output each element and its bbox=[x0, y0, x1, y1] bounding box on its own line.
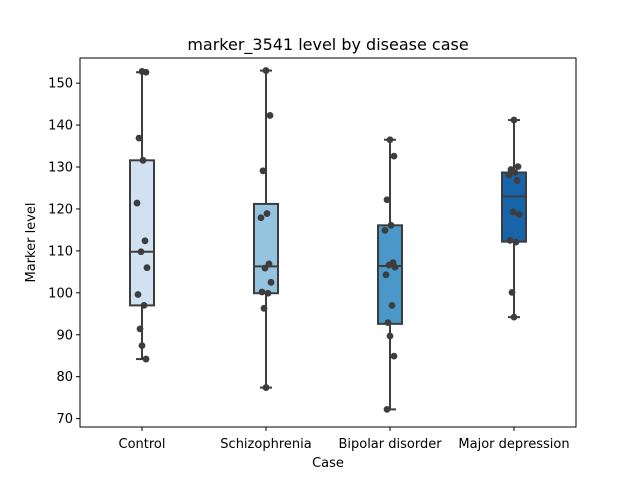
data-point bbox=[382, 271, 390, 279]
x-axis-label: Case bbox=[312, 456, 344, 471]
data-point bbox=[137, 248, 145, 256]
data-point bbox=[262, 384, 270, 391]
data-point bbox=[386, 136, 394, 144]
data-point bbox=[508, 288, 516, 296]
data-point bbox=[258, 288, 266, 296]
data-point bbox=[390, 352, 398, 360]
data-point bbox=[391, 263, 399, 271]
y-axis-label: Marker level bbox=[24, 203, 39, 283]
data-point bbox=[511, 169, 519, 176]
data-point bbox=[383, 196, 391, 204]
data-point bbox=[136, 325, 144, 333]
data-point bbox=[390, 152, 398, 160]
data-point bbox=[510, 313, 518, 321]
data-point bbox=[510, 116, 518, 124]
chart-title: marker_3541 level by disease case bbox=[187, 35, 468, 55]
data-point bbox=[505, 171, 513, 179]
y-tick-label: 100 bbox=[48, 286, 73, 301]
data-point bbox=[257, 214, 265, 222]
x-tick-label: Schizophrenia bbox=[220, 437, 311, 452]
data-point bbox=[140, 301, 148, 309]
y-tick-label: 90 bbox=[56, 328, 73, 343]
x-tick-label: Major depression bbox=[458, 437, 569, 452]
x-axis: Control Schizophrenia Bipolar disorder Majo… bbox=[119, 427, 570, 452]
data-point bbox=[263, 210, 271, 217]
y-tick-label: 80 bbox=[56, 370, 73, 385]
data-point bbox=[266, 112, 274, 119]
y-tick-label: 140 bbox=[48, 119, 73, 134]
data-point bbox=[386, 332, 394, 340]
data-point bbox=[138, 342, 146, 350]
point-group bbox=[133, 67, 523, 413]
data-point bbox=[259, 167, 267, 175]
data-point bbox=[381, 226, 389, 234]
box-body bbox=[501, 171, 527, 243]
data-point bbox=[388, 301, 396, 309]
data-point bbox=[135, 134, 143, 142]
x-tick-label: Control bbox=[119, 437, 166, 452]
data-point bbox=[133, 199, 141, 207]
y-axis: 70 80 90 100 110 120 130 140 150 bbox=[48, 77, 80, 427]
data-point bbox=[513, 177, 521, 184]
data-point bbox=[264, 289, 272, 297]
box-group bbox=[129, 69, 527, 411]
y-tick-label: 130 bbox=[48, 161, 73, 176]
data-point bbox=[261, 264, 269, 272]
data-point bbox=[267, 278, 275, 286]
data-point bbox=[384, 319, 392, 326]
data-point bbox=[383, 405, 391, 413]
data-point bbox=[515, 211, 523, 218]
data-point bbox=[509, 208, 517, 216]
plot-area bbox=[79, 57, 577, 428]
data-point bbox=[139, 156, 147, 164]
y-tick-label: 110 bbox=[48, 244, 73, 259]
data-point bbox=[506, 237, 514, 244]
y-tick-label: 70 bbox=[56, 412, 73, 427]
data-point bbox=[387, 221, 395, 229]
box-body bbox=[129, 159, 155, 307]
data-point bbox=[514, 163, 522, 171]
y-tick-label: 150 bbox=[48, 77, 73, 92]
box-body bbox=[377, 224, 403, 325]
x-tick-label: Bipolar disorder bbox=[338, 437, 442, 452]
data-point bbox=[260, 304, 268, 312]
box-body bbox=[253, 202, 279, 295]
data-point bbox=[142, 68, 150, 76]
data-point bbox=[385, 261, 393, 269]
data-point bbox=[262, 67, 270, 74]
data-point bbox=[142, 355, 150, 363]
y-tick-label: 120 bbox=[48, 202, 73, 217]
data-point bbox=[141, 237, 149, 245]
data-point bbox=[143, 264, 151, 272]
data-point bbox=[512, 238, 520, 246]
box-control bbox=[129, 71, 155, 361]
data-point bbox=[134, 291, 142, 298]
